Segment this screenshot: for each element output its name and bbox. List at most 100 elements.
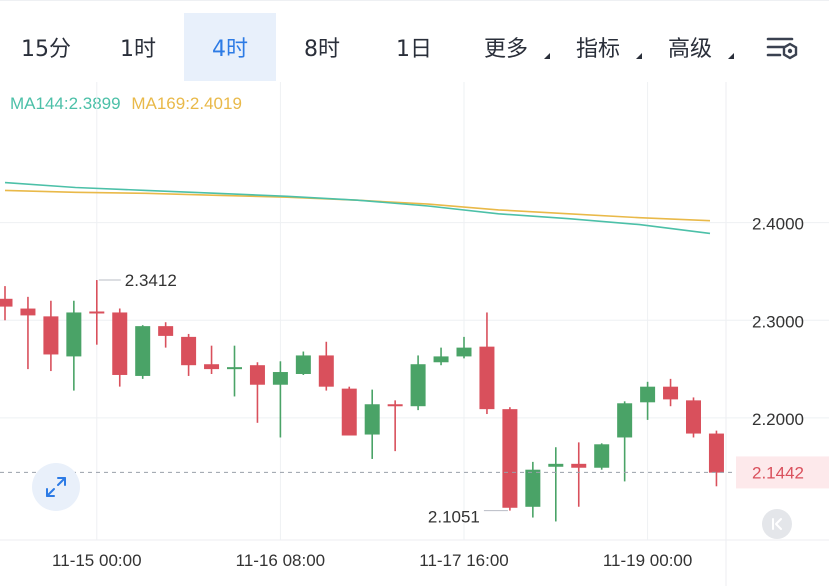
candle	[272, 361, 288, 438]
candle-body	[272, 372, 288, 385]
tab-label: 更多	[483, 37, 528, 62]
candle-body	[663, 386, 679, 400]
candle-body	[0, 298, 13, 307]
ma-legend: MA144:2.3899 MA169:2.4019	[10, 94, 248, 114]
candle-body	[112, 312, 128, 375]
candle-body	[341, 388, 357, 436]
chart-annotations: 2.3412 2.1051 2.1442	[0, 271, 829, 527]
y-tick-label: 2.4000	[752, 215, 804, 234]
candle-body	[66, 312, 82, 357]
candle-body	[686, 400, 701, 434]
max-price-label: 2.3412	[125, 271, 177, 290]
candle-body	[318, 355, 334, 387]
ma144-label: MA144:2.3899	[10, 94, 121, 113]
tab-label: 4时	[212, 37, 248, 62]
candle-body	[20, 308, 36, 316]
candle	[410, 355, 426, 411]
candle	[66, 300, 82, 391]
candle-body	[43, 316, 59, 355]
candle	[249, 362, 265, 423]
candle	[43, 300, 59, 372]
candle	[20, 296, 36, 370]
candle-body	[548, 463, 564, 467]
candle	[502, 407, 518, 511]
expand-arrows-icon	[46, 477, 66, 497]
candle-body	[364, 404, 380, 435]
candle	[525, 461, 541, 518]
candle	[112, 308, 128, 387]
tab-1day[interactable]: 1日	[368, 13, 460, 81]
candle-body	[387, 404, 403, 407]
y-tick-label: 2.2000	[752, 410, 804, 429]
candle	[663, 378, 679, 407]
candle-body	[249, 365, 265, 385]
ma169-label: MA169:2.4019	[131, 94, 242, 113]
last-price-label: 2.1442	[752, 463, 804, 482]
candle	[341, 386, 357, 436]
candle	[0, 286, 13, 321]
candle-body	[571, 463, 587, 468]
candle-body	[410, 364, 426, 407]
candle-body	[479, 346, 495, 410]
candle-body	[502, 409, 518, 508]
y-tick-label: 2.3000	[752, 312, 804, 331]
scroll-to-latest-icon	[772, 518, 782, 530]
candle-body	[525, 469, 541, 507]
candle-body	[295, 355, 311, 374]
expand-chart-button[interactable]	[32, 463, 80, 511]
candle	[708, 430, 724, 487]
candle	[89, 280, 105, 345]
timeframe-tabbar: 15分 1时 4时 8时 1日 更多 指标 高级	[0, 0, 829, 82]
x-tick-label: 11-16 08:00	[236, 551, 325, 570]
candle	[640, 381, 656, 420]
min-price-label: 2.1051	[428, 508, 480, 527]
tab-indicators[interactable]: 指标	[552, 13, 644, 81]
candle-body	[594, 444, 610, 468]
x-tick-label: 11-17 16:00	[419, 551, 508, 570]
candle	[387, 400, 403, 452]
tab-label: 1日	[396, 37, 432, 62]
ma144-line	[4, 181, 711, 235]
tab-advanced[interactable]: 高级	[644, 13, 736, 81]
candle-body	[158, 326, 174, 336]
dropdown-caret-icon	[636, 53, 642, 59]
tab-label: 8时	[304, 37, 340, 62]
y-axis: 2.4000 2.3000 2.2000	[752, 215, 804, 429]
x-axis: 11-15 00:00 11-16 08:00 11-17 16:00 11-19 0…	[52, 551, 692, 570]
tab-15min[interactable]: 15分	[0, 13, 92, 81]
tab-label: 15分	[21, 37, 71, 62]
candle-body	[617, 403, 633, 438]
candle-body	[135, 326, 151, 376]
tab-4hour[interactable]: 4时	[184, 13, 276, 81]
tab-label: 指标	[575, 37, 620, 62]
dropdown-caret-icon	[728, 53, 734, 59]
candle	[479, 312, 495, 415]
chart-settings-icon[interactable]	[762, 29, 802, 69]
candle	[364, 389, 380, 459]
candle	[295, 351, 311, 375]
candle-body	[456, 347, 472, 357]
candle	[548, 447, 564, 522]
candle	[571, 442, 587, 507]
candle-body	[204, 364, 220, 370]
candle	[686, 397, 701, 438]
candle	[204, 345, 220, 374]
candle	[181, 333, 197, 376]
candles	[0, 280, 724, 522]
tab-more[interactable]: 更多	[460, 13, 552, 81]
tab-1hour[interactable]: 1时	[92, 13, 184, 81]
candlestick-chart[interactable]: 2.3412 2.1051 2.1442 2.4000 2.3000 2.2000 11…	[0, 82, 829, 586]
x-tick-label: 11-15 00:00	[52, 551, 141, 570]
dropdown-caret-icon	[544, 53, 550, 59]
candle	[433, 347, 449, 366]
x-tick-label: 11-19 00:00	[603, 551, 692, 570]
candle	[135, 325, 151, 379]
candle-body	[640, 386, 656, 403]
tab-8hour[interactable]: 8时	[276, 13, 368, 81]
candle-body	[181, 336, 197, 366]
scroll-to-latest-button[interactable]	[762, 509, 792, 539]
candle-body	[708, 433, 724, 473]
moving-average-lines	[4, 181, 711, 235]
tab-label: 高级	[667, 37, 712, 62]
candle	[158, 322, 174, 348]
